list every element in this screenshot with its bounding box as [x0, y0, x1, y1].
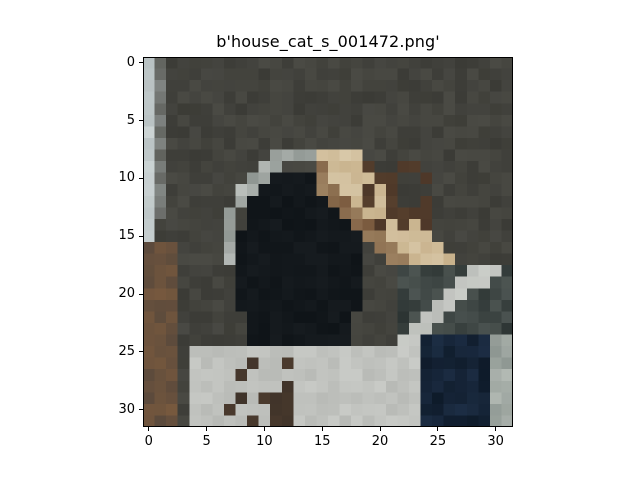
- pixelated-cat-image: [143, 57, 513, 427]
- y-tick-mark: [139, 235, 143, 237]
- image-title: b'house_cat_s_001472.png': [216, 32, 440, 51]
- x-tick-mark: [263, 427, 265, 431]
- x-tick-label: 25: [429, 434, 447, 449]
- x-tick-mark: [437, 427, 439, 431]
- x-tick-label: 20: [371, 434, 389, 449]
- y-tick-mark: [139, 62, 143, 64]
- x-tick-mark: [206, 427, 208, 431]
- x-tick-label: 30: [487, 434, 504, 449]
- x-tick-label: 15: [313, 434, 331, 449]
- y-tick-label: 25: [118, 343, 135, 359]
- x-tick-mark: [379, 427, 381, 431]
- y-tick-label: 5: [126, 112, 135, 128]
- x-tick-label: 0: [144, 434, 153, 449]
- y-tick-label: 0: [126, 54, 135, 70]
- y-tick-mark: [139, 409, 143, 411]
- y-tick-mark: [139, 120, 143, 122]
- image-plot-area: [143, 57, 513, 427]
- x-tick-mark: [148, 427, 150, 431]
- x-tick-label: 10: [256, 434, 273, 449]
- y-tick-label: 20: [118, 286, 135, 302]
- y-tick-label: 30: [118, 401, 135, 417]
- y-tick-mark: [139, 177, 143, 179]
- y-tick-mark: [139, 351, 143, 353]
- x-tick-label: 5: [202, 434, 211, 449]
- y-tick-label: 10: [118, 170, 135, 186]
- x-tick-mark: [495, 427, 497, 431]
- x-tick-mark: [321, 427, 323, 431]
- y-tick-mark: [139, 293, 143, 295]
- y-tick-label: 15: [118, 228, 135, 244]
